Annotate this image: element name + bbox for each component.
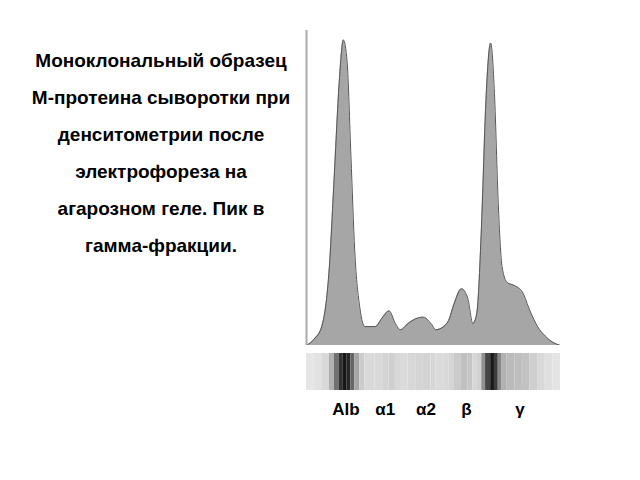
svg-text:α2: α2 <box>416 400 436 419</box>
svg-text:γ: γ <box>515 400 525 419</box>
svg-text:β: β <box>461 400 471 419</box>
svg-text:α1: α1 <box>375 400 395 419</box>
html-text:Моноклональный образец М-проте: Моноклональный образец М-протеина сыворо… <box>31 50 291 256</box>
svg-text:Alb: Alb <box>332 400 359 419</box>
